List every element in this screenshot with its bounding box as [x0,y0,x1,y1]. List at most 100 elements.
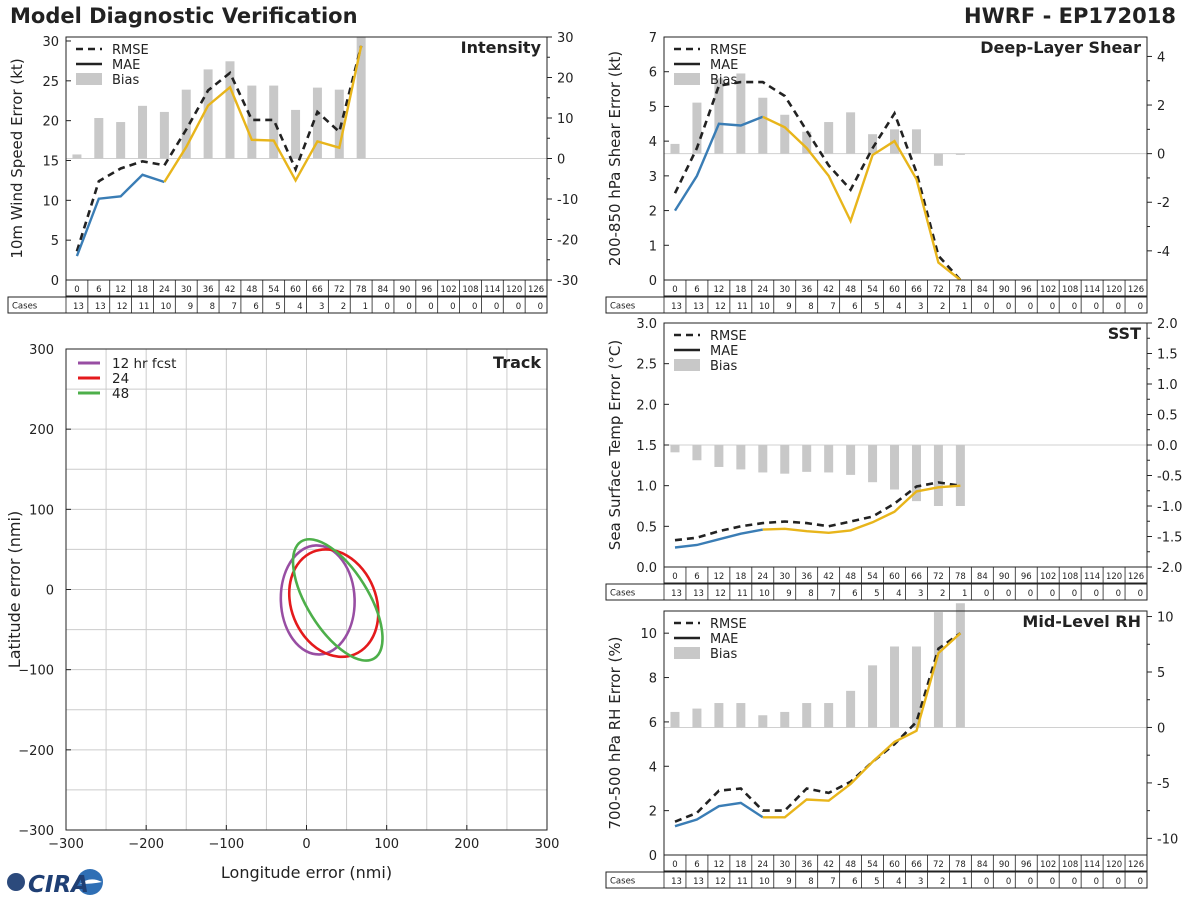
rh-cases-value: 3 [918,877,923,887]
intensity-ytick-label: 5 [51,234,59,249]
intensity-lead-label: 78 [356,285,367,295]
rh-lead-label: 24 [757,860,768,870]
shear-lead-label: 78 [955,285,966,295]
shear-bias-bar [670,143,680,154]
rh-lead-label: 120 [1106,860,1122,870]
sst-ytick-label: 3.0 [636,317,657,332]
rh-rmse-line [674,632,962,823]
intensity-bias-bar [138,105,148,159]
shear-ytick-label: 5 [649,100,657,115]
intensity-ytick-label: 25 [42,75,59,90]
shear-cases-value: 10 [759,302,770,312]
intensity-bias-bar [181,89,191,159]
shear-cases-value: 2 [940,302,945,312]
track-xtick-label: 100 [374,837,399,852]
sst-cases-value: 12 [715,589,726,599]
shear-cases-value: 13 [671,302,682,312]
shear-lead-label: 30 [779,285,790,295]
shear-cases-value: 0 [1072,302,1077,312]
intensity-lead-label: 18 [137,285,148,295]
intensity-bias-bar [72,154,82,159]
intensity-cases-value: 0 [428,302,433,312]
intensity-bias-bar [116,122,126,159]
rh-cases-value: 7 [830,877,835,887]
shear-lead-label: 24 [757,285,768,295]
intensity-lead-label: 42 [225,285,236,295]
track-ytick-label: 0 [46,584,54,599]
sst-bias-tick-label: -1.0 [1157,500,1182,515]
sst-ytick-label: 2.0 [636,398,657,413]
rh-cases-value: 13 [693,877,704,887]
rh-lead-label: 36 [801,860,812,870]
sst-cases-value: 8 [808,589,813,599]
track-xtick-label: −200 [128,837,164,852]
sst-cases-value: 9 [786,589,791,599]
intensity-lead-label: 24 [159,285,170,295]
shear-lead-label: 96 [1021,285,1032,295]
sst-lead-label: 108 [1062,572,1078,582]
rh-lead-label: 126 [1128,860,1144,870]
sst-cases-value: 0 [1116,589,1121,599]
shear-lead-label: 108 [1062,285,1078,295]
rh-bias-tick-label: -10 [1157,832,1178,847]
intensity-bias-tick-label: -10 [557,193,578,208]
track-xtick-label: 0 [302,837,310,852]
rh-lead-label: 78 [955,860,966,870]
intensity-cases-label: Cases [12,302,38,312]
rh-cases-value: 9 [786,877,791,887]
sst-bias-tick-label: 1.5 [1157,348,1178,363]
shear-lead-label: 114 [1084,285,1100,295]
sst-ylabel: Sea Surface Temp Error (°C) [606,340,624,550]
shear-lead-label: 36 [801,285,812,295]
rh-lead-label: 108 [1062,860,1078,870]
intensity-bias-bar [159,111,169,159]
shear-bias-bar [692,102,702,154]
rh-legend-mae-label: MAE [710,632,738,647]
intensity-cases-value: 0 [450,302,455,312]
shear-lead-label: 54 [867,285,878,295]
shear-legend-rmse-label: RMSE [710,43,747,58]
track-xlabel: Longitude error (nmi) [221,863,392,882]
rh-bias-bar [890,646,900,728]
intensity-bias-bar [247,85,257,159]
sst-legend-mae-label: MAE [710,344,738,359]
sst-lead-label: 114 [1084,572,1100,582]
intensity-cases-value: 8 [210,302,215,312]
intensity-cases-value: 1 [363,302,368,312]
sst-lead-label: 72 [933,572,944,582]
intensity-cases-value: 0 [538,302,543,312]
track-ellipse-2 [291,537,384,662]
shear-cases-value: 3 [918,302,923,312]
rh-lead-label: 114 [1084,860,1100,870]
shear-cases-value: 6 [852,302,857,312]
sst-cases-value: 0 [1006,589,1011,599]
shear-bias-tick-label: 2 [1157,99,1165,114]
track-ellipse-0 [279,544,356,656]
logo-globe-icon [7,873,25,891]
shear-ytick-label: 0 [649,274,657,289]
intensity-ylabel: 10m Wind Speed Error (kt) [8,58,26,258]
sst-bias-bar [890,445,900,490]
shear-lead-label: 90 [999,285,1010,295]
rh-lead-label: 30 [779,860,790,870]
shear-bias-bar [758,97,768,154]
shear-lead-label: 42 [823,285,834,295]
shear-bias-bar [955,153,965,155]
sst-lead-label: 60 [889,572,900,582]
track-xtick-label: 300 [535,837,560,852]
sst-cases-value: 6 [852,589,857,599]
shear-lead-label: 72 [933,285,944,295]
rh-lead-label: 96 [1021,860,1032,870]
shear-bias-bar [824,122,834,154]
intensity-legend-bias-label: Bias [112,73,139,88]
rh-lead-label: 0 [672,860,677,870]
sst-cases-value: 13 [693,589,704,599]
rh-cases-value: 0 [1006,877,1011,887]
shear-lead-label: 102 [1040,285,1056,295]
cira-logo: CIRA [7,869,103,898]
rh-cases-value: 0 [1138,877,1143,887]
rh-cases-row [605,871,1148,889]
rh-ylabel: 700-500 hPa RH Error (%) [606,636,624,829]
intensity-lead-label: 30 [181,285,192,295]
sst-title: SST [1108,324,1141,343]
